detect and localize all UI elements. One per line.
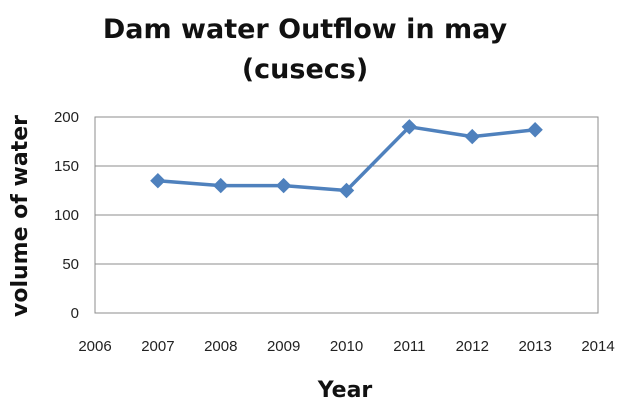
y-axis-ticks: 0 50 100 150 200 <box>54 109 79 322</box>
plot-frame <box>94 116 599 314</box>
y-tick-label: 50 <box>62 256 79 273</box>
x-axis-ticks: 2006 2007 2008 2009 2010 2011 2012 2013 2014 <box>78 338 614 355</box>
chart-title-line-1: Dam water Outflow in may <box>103 14 508 45</box>
y-tick-label: 150 <box>54 158 79 175</box>
data-point-marker <box>464 128 480 145</box>
x-tick-label: 2009 <box>267 338 300 355</box>
y-tick-label: 0 <box>71 305 79 322</box>
chart-title-line-2: (cusecs) <box>242 54 368 85</box>
x-tick-label: 2006 <box>78 338 111 355</box>
x-tick-label: 2007 <box>141 338 174 355</box>
gridlines <box>95 116 598 314</box>
chart-title: Dam water Outflow in may (cusecs) <box>103 14 508 85</box>
data-point-marker <box>150 172 166 189</box>
x-tick-label: 2013 <box>518 338 551 355</box>
series-group <box>150 119 543 199</box>
plot-area <box>94 116 599 314</box>
x-tick-label: 2011 <box>393 338 425 355</box>
data-point-marker <box>338 182 355 199</box>
x-axis-title: Year <box>317 378 373 403</box>
x-tick-label: 2012 <box>456 338 489 355</box>
data-point-marker <box>275 177 292 194</box>
data-point-marker <box>213 177 229 194</box>
y-tick-label: 100 <box>54 207 79 224</box>
y-axis-title: volume of water <box>8 115 33 317</box>
x-tick-label: 2008 <box>204 338 237 355</box>
y-tick-label: 200 <box>54 109 79 126</box>
data-point-marker <box>401 119 418 135</box>
x-tick-label: 2010 <box>330 338 363 355</box>
data-point-marker <box>527 122 543 138</box>
x-tick-label: 2014 <box>581 338 614 355</box>
